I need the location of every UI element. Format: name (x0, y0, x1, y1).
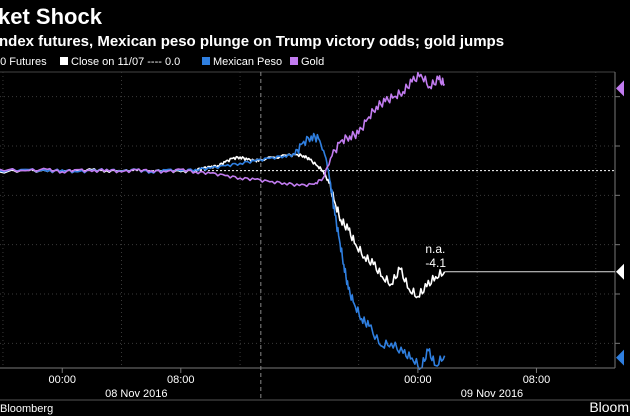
legend-item-close: Close on 11/07 ---- 0.0 (60, 56, 180, 68)
series-line-gold (0, 71, 446, 188)
annotation-label: n.a. (425, 242, 445, 256)
source-label: Bloomberg (0, 403, 53, 415)
end-marker-futures (616, 263, 624, 280)
legend-item-gold: Gold (290, 56, 324, 68)
end-marker-mexican-peso (616, 349, 624, 366)
end-marker-gold (616, 80, 624, 97)
x-tick-label: 08:00 (523, 374, 551, 386)
legend-item-futures: 00 Futures (0, 56, 47, 68)
legend-item-peso: Mexican Peso (202, 56, 282, 68)
gridlines (0, 72, 620, 398)
legend-swatch-close (60, 57, 68, 65)
value-annotation: n.a.-4.1 (425, 242, 624, 280)
series-line-futures (0, 152, 446, 299)
series-futures (0, 152, 446, 299)
legend-label-peso: Mexican Peso (213, 56, 282, 68)
x-tick-label: 00:00 (404, 374, 432, 386)
legend-label-close: Close on 11/07 ---- 0.0 (71, 56, 180, 68)
x-tick-label: 08:00 (167, 374, 195, 386)
chart-title: ket Shock (0, 4, 103, 29)
plot-background (0, 71, 616, 368)
legend-swatch-gold (290, 57, 298, 65)
legend-swatch-peso (202, 57, 210, 65)
series-lines (0, 71, 624, 370)
legend-label-gold: Gold (301, 56, 324, 68)
series-gold (0, 71, 624, 188)
date-label: 08 Nov 2016 (105, 388, 167, 400)
legend: 00 Futures Close on 11/07 ---- 0.0 Mexican… (0, 56, 324, 68)
x-tick-label: 00:00 (48, 374, 76, 386)
date-label: 09 Nov 2016 (461, 388, 523, 400)
series-line-mexican-peso (0, 132, 446, 370)
annotation-value: -4.1 (425, 256, 446, 270)
chart-subtitle: ndex futures, Mexican peso plunge on Tru… (0, 33, 504, 50)
brand-label: Bloom (589, 399, 629, 415)
legend-label-futures: 00 Futures (0, 56, 47, 68)
